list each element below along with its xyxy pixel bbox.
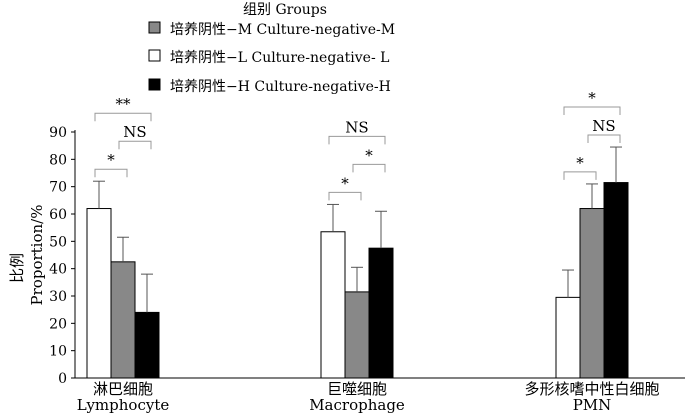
y-tick-label: 80: [49, 152, 67, 168]
legend-label-h: 培养阴性−H Culture-negative-H: [170, 79, 391, 95]
significance-label: *: [365, 146, 373, 164]
y-tick-label: 20: [49, 316, 67, 332]
significance-label: NS: [123, 123, 146, 141]
category-label-cn: 巨噬细胞: [327, 380, 387, 398]
significance-bracket: [352, 163, 386, 173]
significance-label: *: [341, 174, 349, 192]
significance-bracket: [94, 168, 128, 178]
significance-label: NS: [592, 117, 615, 135]
legend-label-m: 培养阴性−M Culture-negative-M: [170, 22, 395, 38]
significance-brackets: *NS****NS*NS*: [94, 89, 621, 201]
category-label-cn: 多形核嗜中性白细胞: [524, 380, 659, 398]
bar: [603, 182, 629, 379]
y-axis-title: 比例 Proportion/%: [8, 205, 46, 306]
bar: [86, 208, 112, 379]
y-axis-label-cn: 比例: [8, 253, 26, 283]
significance-bracket: [587, 134, 621, 144]
y-tick-label: 40: [49, 262, 67, 278]
bar: [134, 311, 160, 379]
category-label-en: Macrophage: [309, 396, 405, 414]
y-tick-label: 10: [49, 344, 67, 360]
bar: [579, 208, 605, 379]
bar: [344, 291, 370, 379]
bars: [86, 146, 629, 379]
significance-bracket: [94, 112, 152, 122]
category-label-cn: 淋巴细胞: [93, 380, 153, 398]
significance-bracket: [563, 106, 621, 116]
significance-label: NS: [345, 118, 368, 136]
significance-label: **: [116, 95, 132, 113]
legend-swatch-h: [148, 78, 161, 91]
category-label-en: PMN: [573, 396, 612, 414]
y-tick-label: 50: [49, 234, 67, 250]
bar: [110, 261, 136, 379]
bar: [555, 296, 581, 379]
y-axis-label: Proportion/%: [28, 205, 46, 306]
category-label-en: Lymphocyte: [77, 396, 170, 414]
y-tick-label: 60: [49, 207, 67, 223]
legend-title: 组别 Groups: [243, 2, 327, 18]
bar: [368, 247, 394, 379]
axes: 0 10 20 30 40 50 60 70 80 90: [49, 125, 685, 387]
y-tick-label: 90: [49, 125, 67, 141]
legend-label-l: 培养阴性−L Culture-negative- L: [170, 50, 389, 66]
legend-swatch-l: [148, 49, 161, 62]
y-tick-label: 0: [58, 371, 67, 387]
legend: 组别 Groups 培养阴性−M Culture-negative-M 培养阴性…: [148, 2, 395, 95]
legend-swatch-m: [148, 21, 161, 34]
significance-label: *: [576, 154, 584, 172]
significance-bracket: [118, 140, 152, 150]
significance-label: *: [588, 89, 596, 107]
significance-bracket: [328, 191, 362, 201]
y-tick-label: 70: [49, 180, 67, 196]
bar: [320, 231, 346, 379]
y-tick-label: 30: [49, 289, 67, 305]
significance-bracket: [328, 135, 386, 145]
significance-label: *: [107, 151, 115, 169]
significance-bracket: [563, 171, 597, 180]
